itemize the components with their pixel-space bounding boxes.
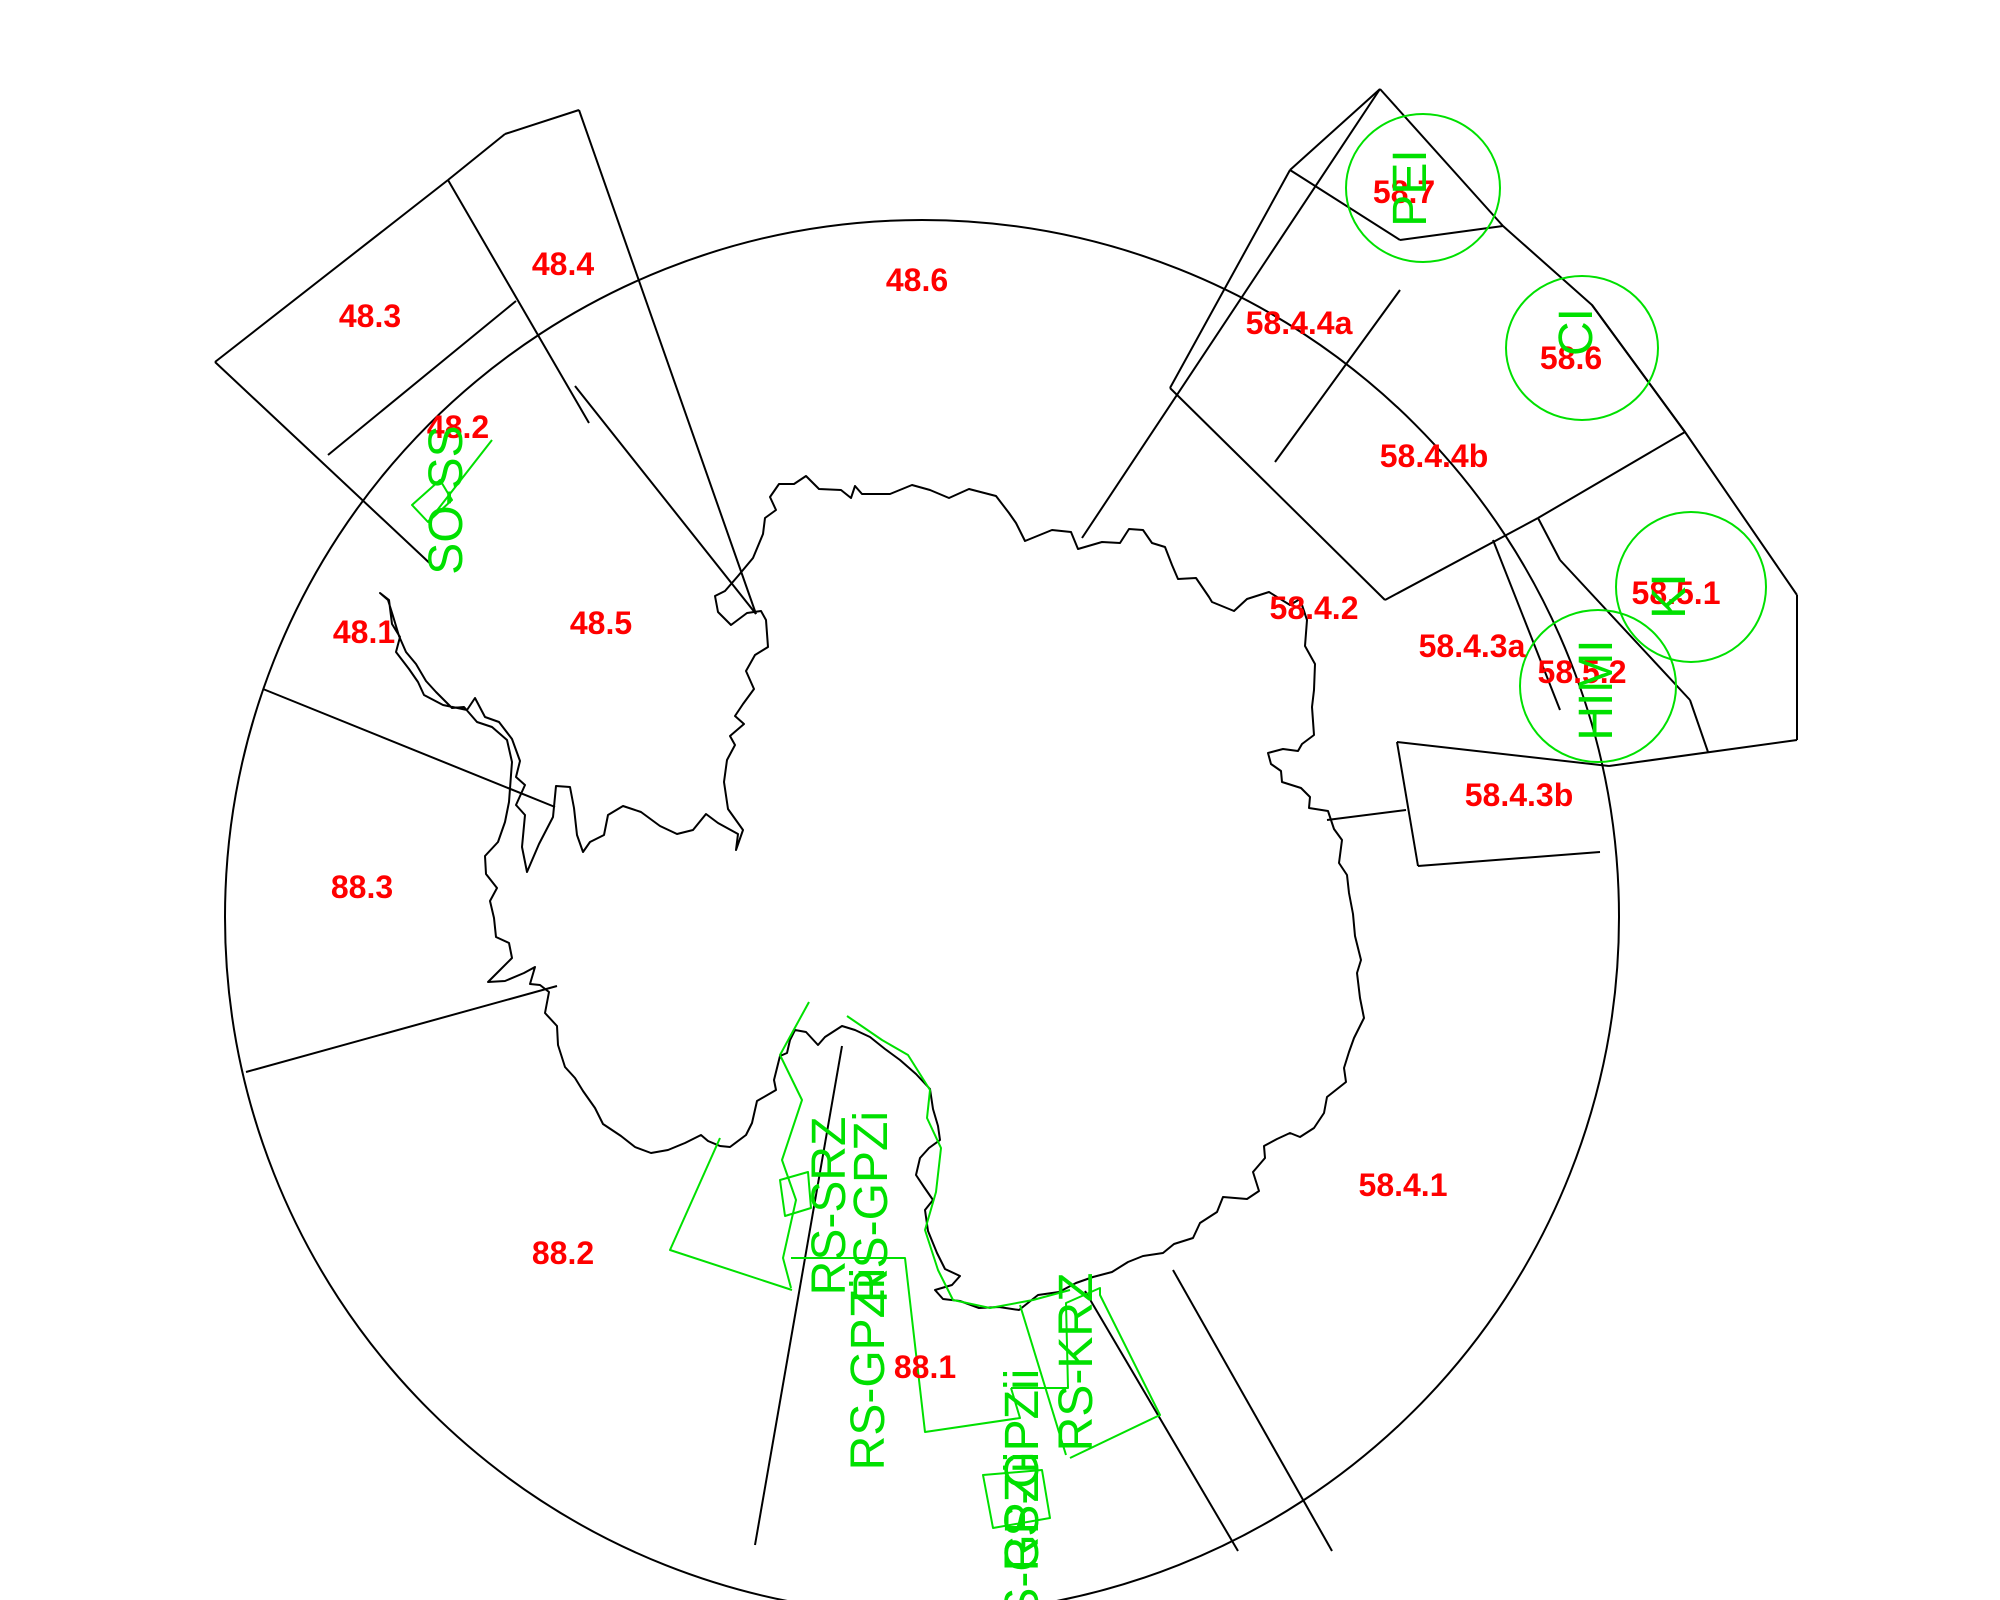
area-label: 88.3 — [331, 869, 393, 905]
region-label: RS-GPZi — [845, 1111, 898, 1303]
area-boundaries — [214, 88, 1798, 1600]
area-label: 48.5 — [570, 605, 632, 641]
area-label: 58.4.4a — [1246, 305, 1353, 341]
region-label: KI — [1643, 573, 1696, 618]
area-label: 58.4.2 — [1270, 590, 1359, 626]
region-label: RS-KRZ — [1050, 1273, 1103, 1452]
area-label: 58.5.1 — [1632, 575, 1721, 611]
area-label: 48.3 — [339, 298, 401, 334]
area-label: 58.6 — [1540, 340, 1602, 376]
region-label: PEI — [1384, 149, 1437, 226]
region-label: RS-SRZ — [803, 1117, 856, 1296]
area-label: 58.5.2 — [1538, 654, 1627, 690]
area-label: 88.1 — [894, 1349, 956, 1385]
region-label: RS-GPZii — [996, 1369, 1049, 1572]
area-label: 58.4.4b — [1380, 438, 1489, 474]
region-label: HIMI — [1570, 639, 1623, 740]
area-label: 48.1 — [333, 614, 395, 650]
region-label: SO-SS — [420, 425, 473, 574]
area-label: 48.4 — [532, 246, 594, 282]
region-label: CI — [1550, 308, 1603, 356]
management-region-outlines — [411, 113, 1767, 1529]
region-label: RS-GPZii — [996, 1452, 1049, 1600]
area-label: 58.4.3b — [1465, 777, 1574, 813]
management-region-labels: SO-SS PEI CI KI HIMI RS-SRZ RS-GPZi RS-G… — [420, 149, 1696, 1600]
area-label: 88.2 — [532, 1235, 594, 1271]
area-label: 48.2 — [427, 409, 489, 445]
area-label: 48.6 — [886, 262, 948, 298]
area-label: 58.7 — [1373, 174, 1435, 210]
area-label: 58.4.1 — [1359, 1167, 1448, 1203]
area-label: 58.4.3a — [1419, 628, 1526, 664]
region-label: RS-GPZii — [842, 1268, 895, 1471]
area-labels: 48.3 48.4 48.6 58.7 58.4.4a 58.6 48.2 58… — [331, 174, 1721, 1385]
antarctica-coastline — [379, 475, 1365, 1311]
